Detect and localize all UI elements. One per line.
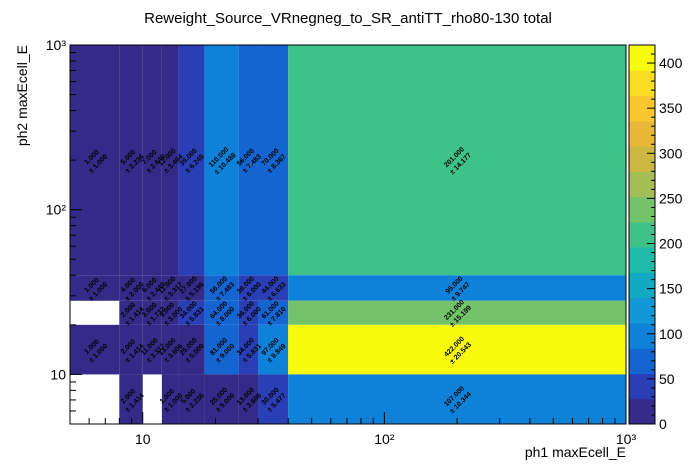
heatmap-cell — [204, 374, 239, 424]
heatmap-cell — [258, 324, 289, 375]
heatmap-cell — [238, 275, 259, 301]
x-axis-ticks: 10 10² 10³ — [69, 412, 637, 447]
heatmap-cell — [258, 275, 289, 301]
heatmap-cell — [238, 324, 259, 375]
heatmap-cell — [142, 45, 162, 276]
colorbar-segment — [629, 348, 655, 374]
heatmap-cell — [288, 300, 626, 325]
heatmap-cell — [70, 324, 120, 375]
heatmap-cell — [288, 374, 626, 424]
heatmap-cell — [119, 324, 143, 375]
colorbar-segment — [629, 373, 655, 400]
colorbar-segment — [629, 45, 655, 71]
colorbar-ticks: 0 50 100 150 200 250 300 350 400 — [647, 53, 683, 432]
colorbar-segment — [629, 272, 655, 299]
colorbar-tick-label: 50 — [659, 371, 675, 387]
heatmap-cell — [142, 324, 162, 375]
heatmap-cell — [178, 374, 205, 424]
heatmap-cell — [119, 300, 143, 325]
heatmap-cell — [161, 374, 179, 424]
heatmap-cell — [161, 300, 179, 325]
heatmap-cell — [142, 275, 162, 301]
heatmap-cell — [238, 300, 259, 325]
plot-frame — [69, 44, 627, 425]
colorbar-tick-label: 0 — [659, 416, 667, 432]
colorbar-tick-label: 400 — [659, 55, 683, 71]
colorbar-segment — [629, 247, 655, 273]
heatmap-cells — [70, 45, 626, 424]
heatmap-cell — [204, 45, 239, 276]
colorbar-tick-label: 100 — [659, 326, 683, 342]
y-tick-label: 10² — [46, 202, 67, 218]
colorbar-segment — [629, 171, 655, 198]
colorbar-segment — [629, 70, 655, 97]
heatmap-cell — [258, 300, 289, 325]
heatmap-cell — [258, 374, 289, 424]
chart-title: Reweight_Source_VRnegneg_to_SR_antiTT_rh… — [144, 10, 552, 27]
heatmap-cell — [161, 324, 179, 375]
colorbar-tick-label: 350 — [659, 100, 683, 116]
colorbar-tick-label: 150 — [659, 281, 683, 297]
heatmap-cell — [238, 374, 259, 424]
y-tick-label: 10³ — [46, 37, 67, 53]
heatmap-cell — [70, 45, 120, 276]
colorbar-segment — [629, 297, 655, 324]
colorbar-tick-label: 250 — [659, 190, 683, 206]
colorbar-tick-label: 300 — [659, 145, 683, 161]
colorbar-tick-label: 200 — [659, 236, 683, 252]
colorbar-segment — [629, 398, 655, 425]
heatmap-cell — [204, 300, 239, 325]
heatmap-cell — [178, 300, 205, 325]
heatmap-cell — [288, 45, 626, 276]
heatmap-cell — [119, 275, 143, 301]
x-axis-label: ph1 maxEcell_E — [525, 444, 626, 460]
colorbar-segment — [629, 322, 655, 349]
y-axis-label: ph2 maxEcell_E — [14, 45, 30, 146]
colorbar-segment — [629, 146, 655, 172]
x-tick-label: 10 — [135, 431, 151, 447]
heatmap-cell — [119, 374, 143, 424]
heatmap-cell — [288, 324, 626, 375]
x-tick-label: 10³ — [616, 431, 637, 447]
heatmap-cell — [238, 45, 259, 276]
y-tick-label: 10 — [50, 366, 66, 382]
heatmap-cell — [204, 275, 239, 301]
colorbar-segment — [629, 120, 655, 147]
heatmap-cell — [204, 324, 239, 375]
heatmap-cell — [288, 275, 626, 301]
heatmap-cell — [119, 45, 143, 276]
heatmap-cell — [178, 275, 205, 301]
heatmap-cell — [161, 45, 179, 276]
heatmap-cell — [178, 324, 205, 375]
x-tick-label: 10² — [374, 431, 395, 447]
heatmap-cell — [70, 275, 120, 301]
heatmap-cell — [161, 275, 179, 301]
colorbar-segment — [629, 196, 655, 223]
y-axis-ticks: 10 10² 10³ — [46, 37, 82, 425]
heatmap-cell — [258, 45, 289, 276]
heatmap-cell — [142, 300, 162, 325]
heatmap-cell — [178, 45, 205, 276]
